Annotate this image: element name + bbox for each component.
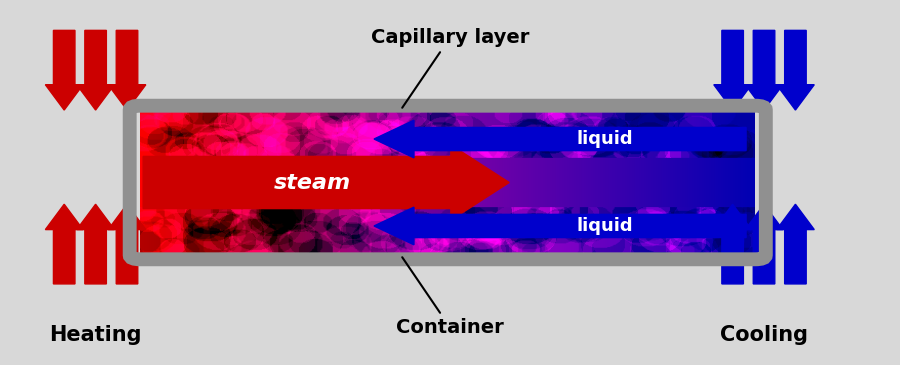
FancyArrow shape — [76, 30, 114, 110]
FancyArrow shape — [108, 204, 146, 284]
Text: liquid: liquid — [576, 130, 633, 148]
FancyArrow shape — [374, 120, 746, 158]
FancyArrow shape — [714, 204, 752, 284]
FancyArrow shape — [745, 30, 783, 110]
FancyArrow shape — [777, 30, 815, 110]
Text: Heating: Heating — [50, 324, 142, 345]
FancyArrow shape — [45, 204, 83, 284]
FancyArrow shape — [777, 204, 815, 284]
FancyArrow shape — [45, 30, 83, 110]
FancyArrow shape — [745, 204, 783, 284]
Text: Container: Container — [396, 257, 504, 337]
FancyArrow shape — [374, 207, 746, 245]
Text: Capillary layer: Capillary layer — [371, 28, 529, 108]
FancyArrow shape — [714, 30, 752, 110]
Text: liquid: liquid — [576, 217, 633, 235]
FancyArrow shape — [76, 204, 114, 284]
FancyArrow shape — [143, 145, 509, 220]
Text: steam: steam — [274, 173, 351, 192]
Text: Cooling: Cooling — [720, 324, 808, 345]
FancyArrow shape — [108, 30, 146, 110]
